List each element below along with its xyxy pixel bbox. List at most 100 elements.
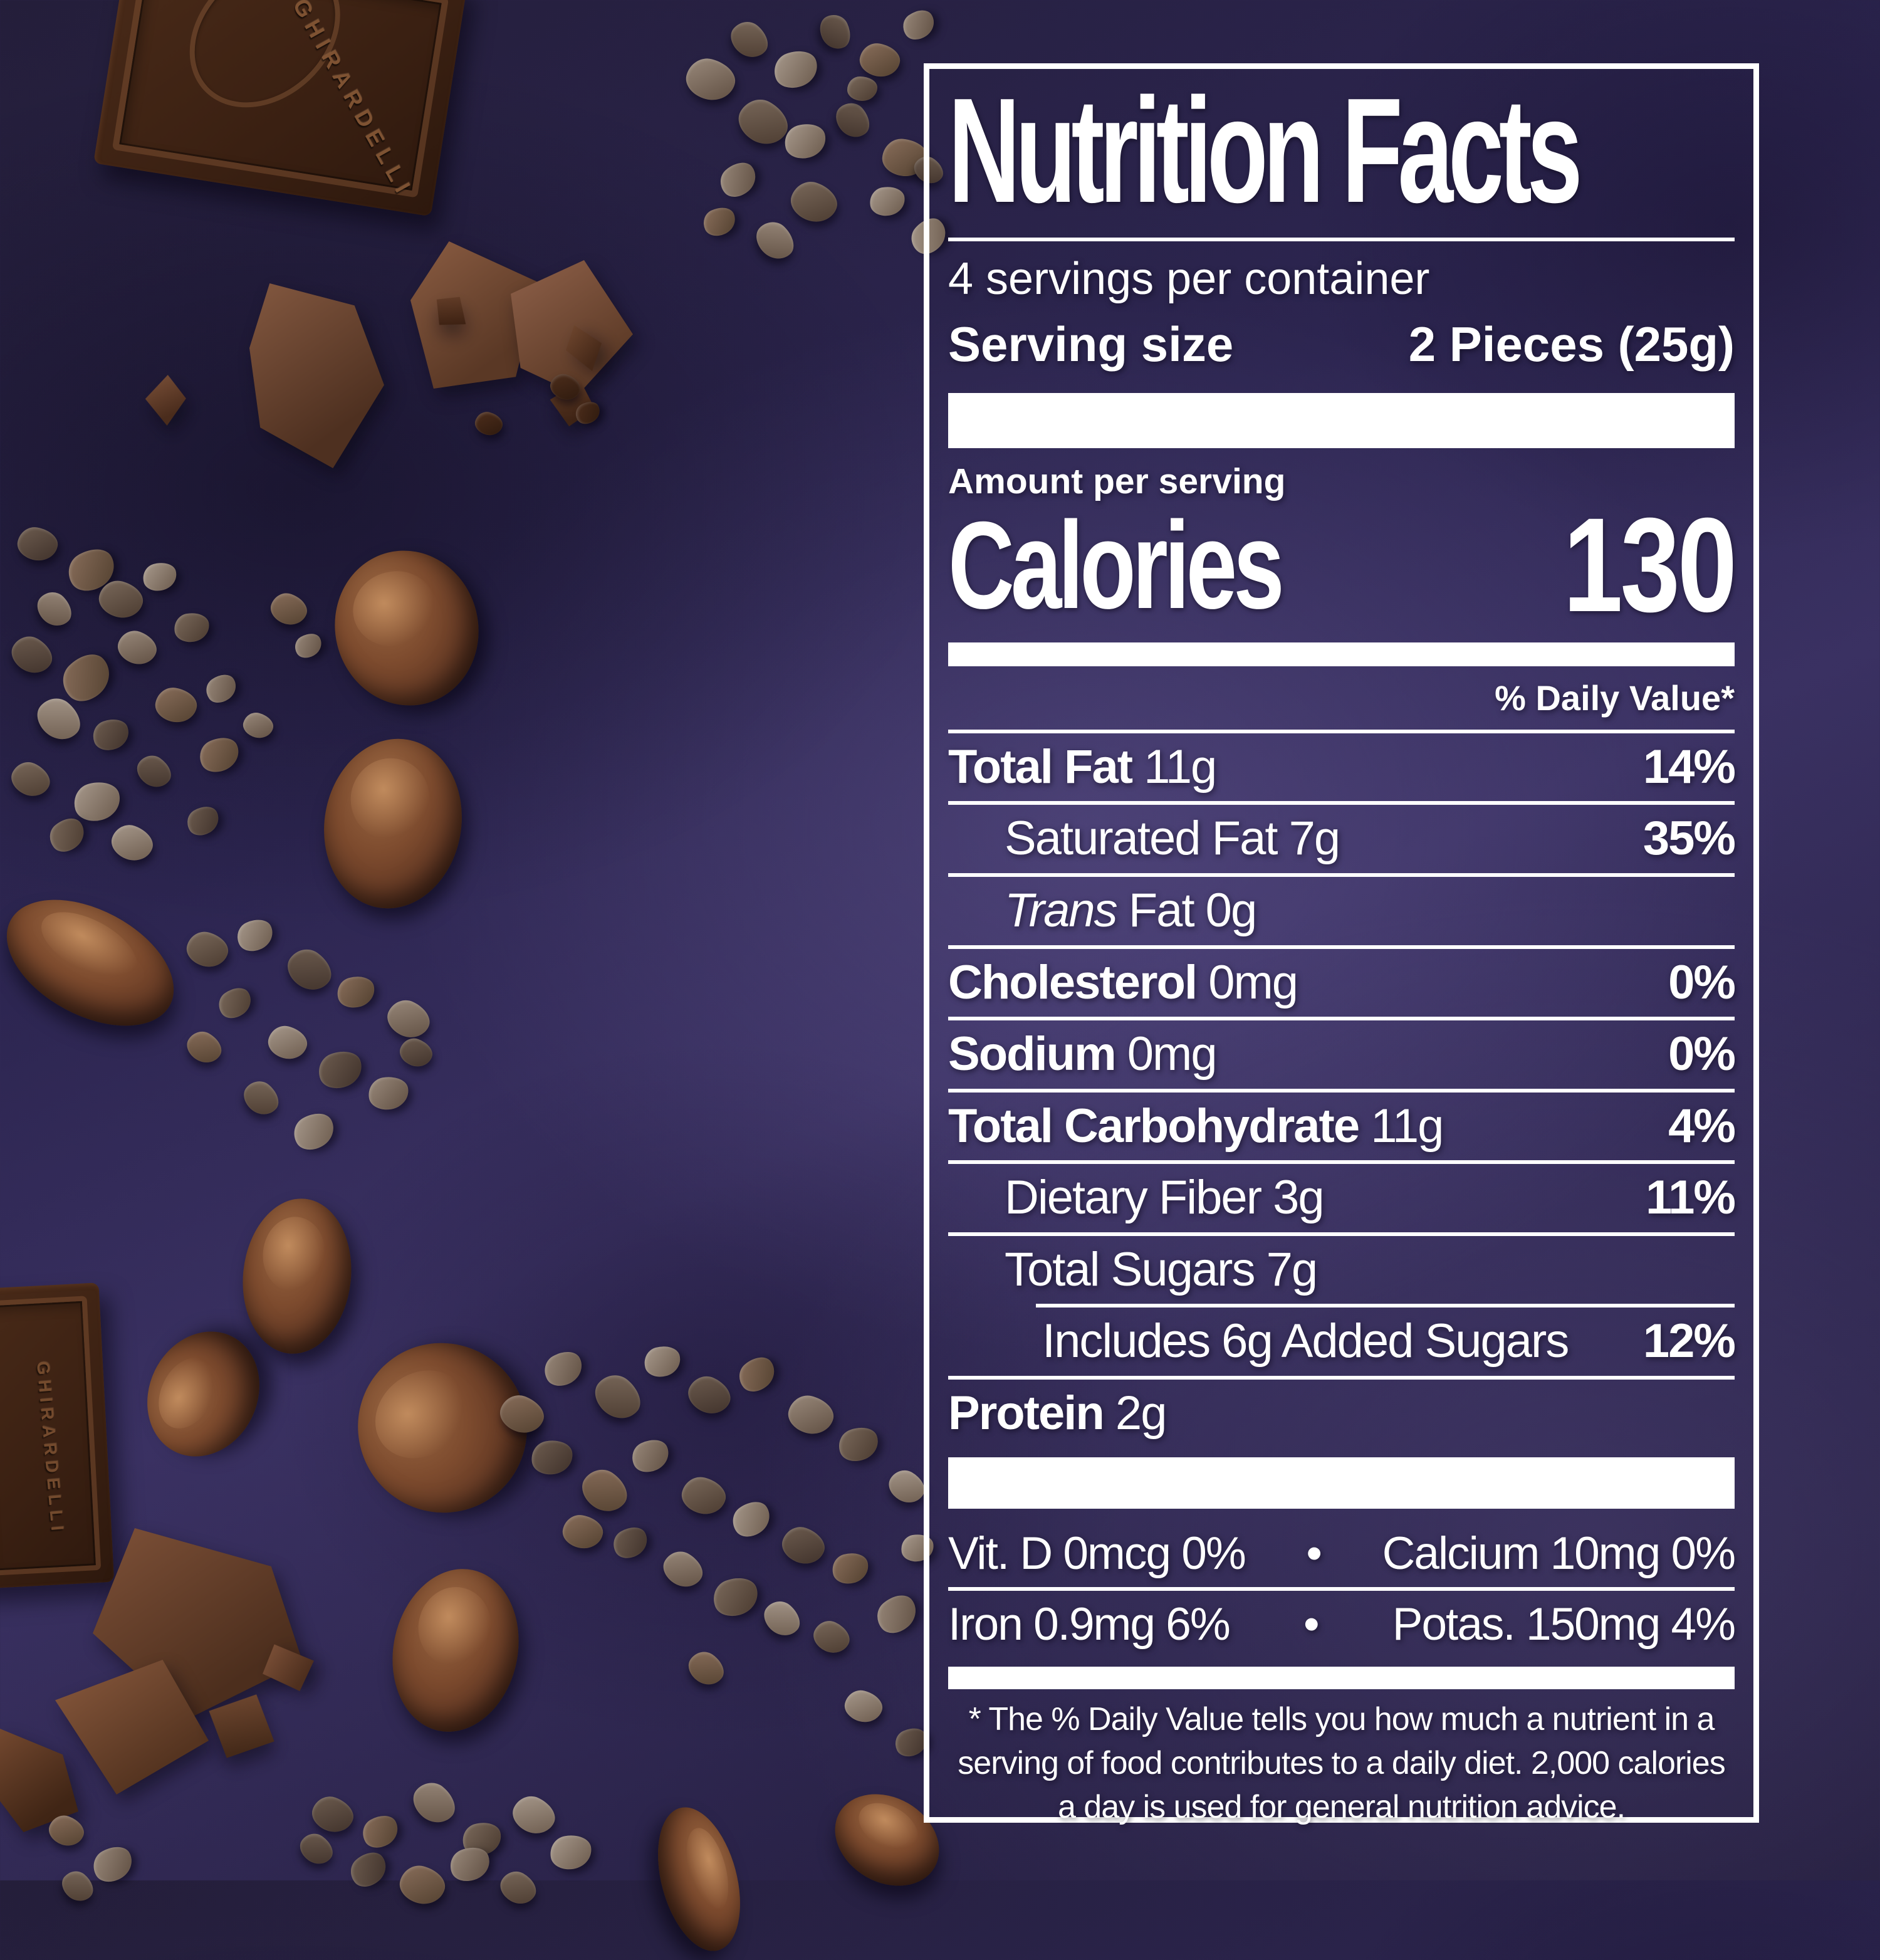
daily-value-footnote: * The % Daily Value tells you how much a… (958, 1701, 1725, 1825)
divider-rule (1036, 1304, 1735, 1308)
nutrient-row: Cholesterol 0mg 0% (948, 949, 1736, 1017)
cacao-nib-image (395, 1861, 449, 1909)
bullet-separator: • (1303, 1599, 1320, 1650)
cacao-nib-image (640, 1342, 684, 1381)
cacao-nib-image (714, 155, 763, 204)
divider-rule (948, 945, 1735, 949)
cacao-nib-image (194, 731, 244, 778)
daily-value-percent: 0% (1668, 955, 1736, 1009)
cacao-nib-image (726, 1494, 777, 1544)
serving-size-value: 2 Pieces (25g) (1408, 316, 1735, 372)
cacao-nib-image (897, 4, 940, 46)
calories-value: 130 (1563, 490, 1737, 640)
cacao-nib-image (266, 589, 311, 630)
cacao-nib-image (107, 820, 158, 866)
divider-rule (948, 238, 1735, 242)
cacao-nib-image (575, 1462, 635, 1520)
cacao-nib-image (182, 1026, 227, 1069)
cacao-nib-image (396, 1034, 436, 1071)
micronutrient-left: Iron 0.9mg 6% (948, 1599, 1231, 1650)
divider-rule (948, 1160, 1735, 1165)
nutrition-facts-label: Nutrition Facts 4 servings per container… (924, 63, 1759, 1825)
cacao-nib-image (682, 53, 739, 106)
cacao-bean-image (0, 874, 195, 1052)
cacao-nib-image (528, 1437, 576, 1478)
daily-value-percent: 4% (1668, 1099, 1736, 1153)
bullet-separator: • (1306, 1528, 1322, 1580)
divider-rule (948, 729, 1735, 733)
cacao-nib-image (6, 757, 55, 802)
thick-separator-bar (948, 1457, 1735, 1509)
cacao-nib-image (344, 1845, 393, 1894)
cacao-nib-image (70, 777, 125, 826)
cacao-nib-image (87, 1840, 138, 1889)
divider-rule (948, 1375, 1735, 1380)
divider-rule (948, 1232, 1735, 1236)
serving-size-label: Serving size (948, 316, 1234, 372)
cacao-nib-image (758, 1595, 807, 1643)
chocolate-shard-image (55, 1660, 209, 1795)
nutrient-name: Includes 6g Added Sugars (1042, 1314, 1569, 1368)
cacao-nib-image (857, 40, 903, 80)
nutrient-row: Sodium 0mg 0% (948, 1020, 1736, 1089)
cacao-nib-image (14, 524, 61, 564)
cacao-nib-image (31, 585, 78, 633)
cacao-nib-image (113, 626, 161, 670)
cacao-nib-image (828, 1549, 872, 1588)
nutrient-row: Total Fat 11g 14% (948, 733, 1736, 802)
divider-rule (948, 1017, 1735, 1021)
cacao-nib-image (699, 202, 740, 241)
cacao-bean-image (311, 728, 475, 920)
cacao-nib-image (847, 76, 877, 101)
cacao-nib-image (749, 214, 802, 267)
cacao-nib-image (280, 941, 339, 998)
cacao-nib-image (172, 610, 212, 645)
cacao-nib-image (538, 1344, 588, 1393)
cacao-nib-image (307, 1791, 358, 1838)
cacao-nib-image (560, 1512, 606, 1552)
micronutrient-right: Potas. 150mg 4% (1392, 1599, 1736, 1650)
cacao-nib-image (131, 750, 177, 794)
nutrient-name: Protein 2g (948, 1386, 1167, 1440)
cacao-nib-image (883, 1464, 931, 1509)
cacao-nib-image (829, 97, 877, 144)
cacao-nib-image (867, 184, 907, 219)
cacao-nib-image (183, 928, 232, 972)
divider-rule (948, 1587, 1735, 1591)
thick-separator-bar (948, 392, 1735, 448)
divider-rule (948, 873, 1735, 877)
cacao-nib-image (682, 1645, 730, 1692)
cacao-nib-image (357, 1809, 404, 1854)
cacao-nib-image (587, 1366, 649, 1428)
medium-separator-bar (948, 642, 1735, 666)
amount-per-serving-label: Amount per serving (948, 461, 1286, 501)
cacao-nib-image (627, 1433, 674, 1478)
divider-rule (948, 1088, 1735, 1093)
photo-background: GHIRARDELLI GHIRARDELLI Nutrition Facts … (0, 0, 1759, 1960)
chocolate-shard-image (142, 372, 190, 428)
daily-value-percent: 0% (1668, 1027, 1736, 1081)
cacao-nib-image (834, 1422, 883, 1467)
cacao-nib-image (295, 1828, 338, 1870)
cacao-nib-image (724, 15, 775, 65)
cacao-nib-image (290, 629, 326, 663)
cacao-nib-image (733, 1350, 781, 1398)
chocolate-shard-image (249, 283, 384, 468)
cacao-nib-image (781, 119, 830, 163)
cacao-nib-image (507, 1790, 561, 1840)
daily-value-header: % Daily Value* (1495, 678, 1735, 718)
serving-size-row: Serving size 2 Pieces (25g) (948, 316, 1735, 373)
nutrient-name: Total Sugars 7g (1005, 1242, 1318, 1296)
cacao-nib-image (784, 1391, 838, 1439)
cacao-nib-image (841, 1687, 886, 1726)
nutrient-rows: Total Fat 11g 14% Saturated Fat 7g 35% Trans… (948, 729, 1736, 1447)
nutrient-name: Total Carbohydrate 11g (948, 1099, 1444, 1153)
cacao-nib-image (870, 1588, 924, 1640)
photo-decorations: GHIRARDELLI GHIRARDELLI (0, 0, 956, 1960)
divider-rule (948, 801, 1735, 805)
nutrient-row: Includes 6g Added Sugars 12% (948, 1308, 1736, 1376)
daily-value-percent: 11% (1646, 1171, 1736, 1225)
calories-row: Calories 130 (948, 490, 1737, 640)
nutrient-row: Total Sugars 7g (948, 1236, 1735, 1304)
cacao-nib-image (232, 913, 278, 957)
